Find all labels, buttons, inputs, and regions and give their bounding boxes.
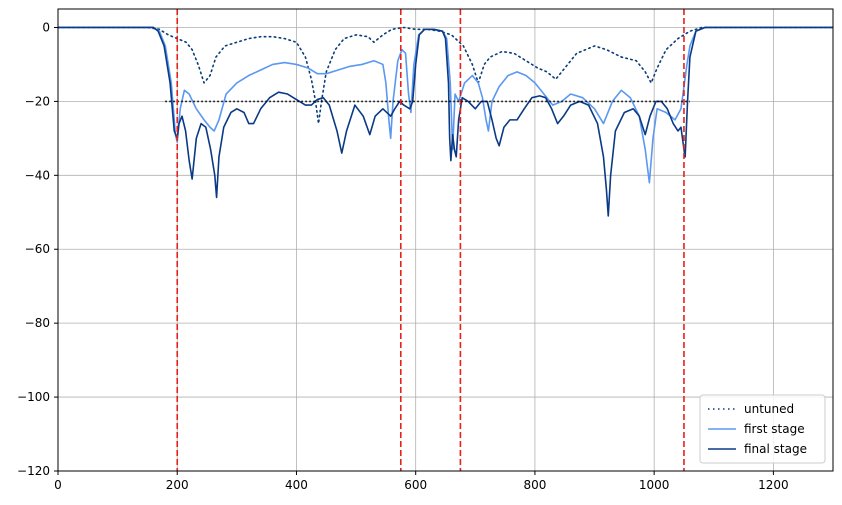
- y-tick-label: −20: [25, 94, 50, 108]
- x-tick-label: 400: [285, 478, 308, 492]
- y-tick-label: −100: [17, 390, 50, 404]
- legend-label: untuned: [744, 402, 794, 416]
- axes-frame: [57, 8, 834, 472]
- series-line-untuned: [58, 26, 833, 125]
- y-tick-label: −80: [25, 316, 50, 330]
- y-tick-label: −120: [17, 464, 50, 478]
- series-line-final-stage: [58, 26, 833, 217]
- y-tick-label: −40: [25, 168, 50, 182]
- x-tick-label: 1000: [639, 478, 670, 492]
- legend-label: final stage: [744, 442, 807, 456]
- x-tick-label: 1200: [758, 478, 789, 492]
- x-tick-label: 0: [54, 478, 62, 492]
- x-tick-label: 800: [523, 478, 546, 492]
- x-tick-label: 600: [404, 478, 427, 492]
- legend-box: [699, 394, 826, 464]
- x-tick-label: 200: [166, 478, 189, 492]
- plot-area: [58, 9, 833, 471]
- axes: 0 200 400 600 800 1000 1200 0 −20 −40 −60 −80 −100 −1…: [17, 8, 834, 492]
- legend-label: first stage: [744, 422, 805, 436]
- legend: untuned first stage final stage: [699, 394, 826, 464]
- y-tick-label: 0: [42, 20, 50, 34]
- y-tick-label: −60: [25, 242, 50, 256]
